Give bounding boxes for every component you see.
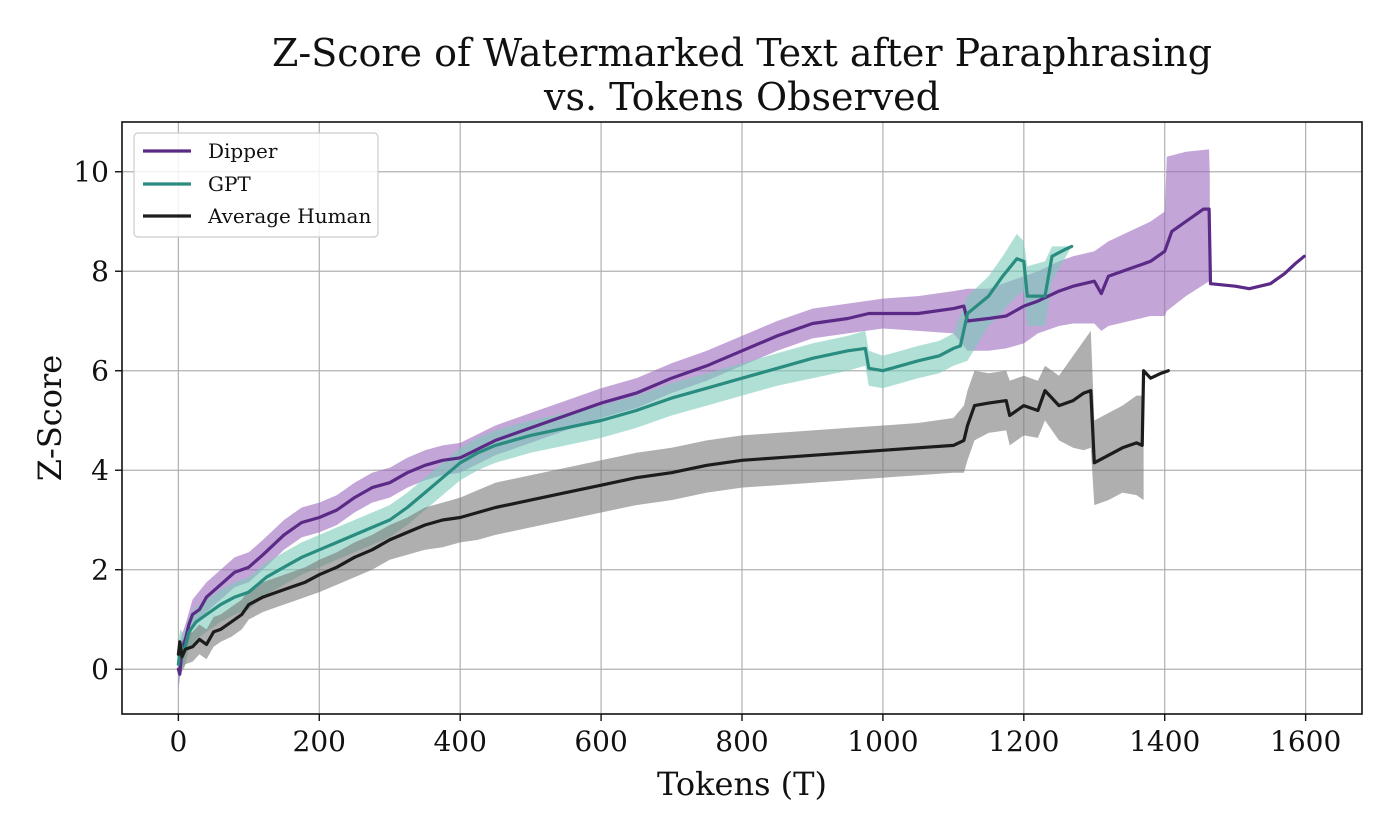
x-tick-label: 1000 [847, 725, 918, 758]
x-tick-label: 1600 [1270, 725, 1341, 758]
band-layer [178, 149, 1210, 690]
legend: Dipper GPT Average Human [133, 132, 379, 238]
x-tick-label: 800 [715, 725, 768, 758]
series-line-average-human [176, 369, 1170, 659]
x-tick-label: 0 [169, 725, 187, 758]
legend-box [133, 132, 379, 238]
series-line-gpt [176, 244, 1074, 666]
tick-layer: 0 200 400 600 800 1000 1200 1400 1600 0 2 4 6 8 10 [73, 156, 1341, 758]
x-tick-label: 400 [433, 725, 486, 758]
y-tick-label: 2 [91, 554, 109, 587]
y-tick-label: 4 [91, 454, 109, 487]
line-layer [176, 207, 1306, 676]
legend-label-dipper: Dipper [208, 139, 278, 163]
x-axis-label: Tokens (T) [657, 765, 827, 803]
y-tick-label: 6 [91, 355, 109, 388]
x-tick-label: 600 [574, 725, 627, 758]
y-tick-label: 8 [91, 255, 109, 288]
y-axis-label: Z-Score [31, 355, 69, 481]
series-line-dipper [176, 207, 1306, 676]
x-tick-label: 1200 [988, 725, 1059, 758]
x-tick-label: 1400 [1129, 725, 1200, 758]
x-tick-label: 200 [293, 725, 346, 758]
chart-title-line2: vs. Tokens Observed [543, 75, 940, 119]
band-average-human [178, 330, 1144, 672]
chart-title-line1: Z-Score of Watermarked Text after Paraph… [272, 31, 1212, 75]
band-gpt [178, 233, 1072, 685]
y-tick-label: 0 [91, 653, 109, 686]
legend-label-gpt: GPT [208, 172, 251, 196]
legend-label-average-human: Average Human [207, 204, 371, 228]
y-tick-label: 10 [73, 156, 109, 189]
